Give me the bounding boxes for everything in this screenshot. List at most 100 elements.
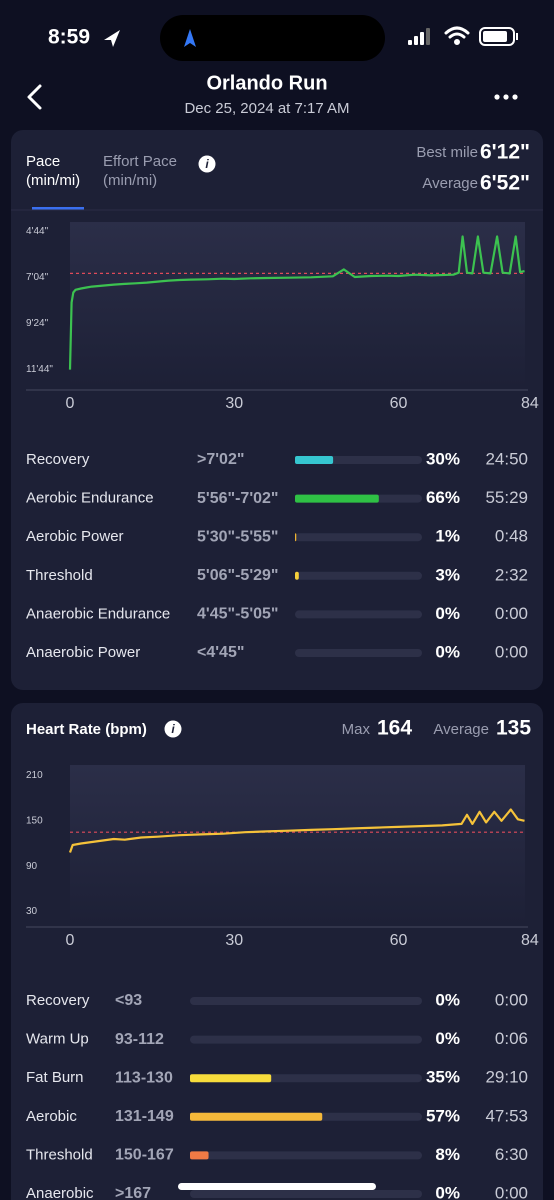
zone-name: Threshold bbox=[26, 567, 93, 584]
svg-text:i: i bbox=[171, 722, 175, 736]
zone-time: 0:48 bbox=[495, 527, 528, 546]
y-tick-label: 90 bbox=[26, 861, 38, 872]
plot-area bbox=[70, 222, 525, 388]
x-tick-label: 60 bbox=[390, 932, 408, 949]
zone-range: 5'30"-5'55" bbox=[197, 528, 279, 545]
stat-label: Max bbox=[342, 721, 371, 738]
zone-percent: 3% bbox=[435, 565, 460, 584]
zone-time: 0:06 bbox=[495, 1029, 528, 1048]
zone-bar bbox=[190, 1151, 209, 1160]
dynamic-content: 4'44" 7'04" 9'24" 11'44" 0 30 60 84 Recovery >7'0… bbox=[26, 222, 539, 1200]
zone-track bbox=[190, 1035, 422, 1044]
x-tick-label: 84 bbox=[521, 932, 539, 949]
status-time: 8:59 bbox=[48, 26, 90, 49]
location-icon bbox=[104, 30, 120, 47]
zone-name: Aerobic Power bbox=[26, 528, 124, 545]
y-tick-label: 7'04" bbox=[26, 272, 49, 283]
zone-bar bbox=[295, 456, 334, 464]
zone-bar bbox=[295, 533, 297, 542]
x-tick-label: 84 bbox=[521, 395, 539, 412]
zone-track bbox=[190, 1151, 422, 1160]
zone-name: Aerobic Endurance bbox=[26, 490, 154, 507]
stat-value: 135 bbox=[496, 717, 531, 740]
x-tick-label: 0 bbox=[66, 932, 75, 949]
more-button[interactable] bbox=[494, 94, 518, 100]
zone-time: 0:00 bbox=[495, 1183, 528, 1200]
zone-track bbox=[295, 533, 422, 542]
zone-time: 0:00 bbox=[495, 642, 528, 661]
title: Orlando Run bbox=[206, 72, 327, 94]
stat-value: 6'12" bbox=[480, 141, 530, 164]
zone-range: 113-130 bbox=[115, 1069, 173, 1086]
zone-time: 47:53 bbox=[485, 1106, 528, 1125]
zone-bar bbox=[190, 1112, 323, 1121]
zone-percent: 66% bbox=[426, 488, 460, 507]
zone-range: 4'45"-5'05" bbox=[197, 606, 279, 623]
battery-icon bbox=[479, 27, 518, 46]
svg-text:i: i bbox=[205, 157, 209, 171]
info-icon[interactable]: i bbox=[164, 720, 182, 738]
zone-range: 5'06"-5'29" bbox=[197, 567, 279, 584]
zone-name: Warm Up bbox=[26, 1031, 89, 1048]
zone-percent: 0% bbox=[435, 990, 460, 1009]
tab-label[interactable]: Pace bbox=[26, 153, 60, 170]
subtitle: Dec 25, 2024 at 7:17 AM bbox=[184, 100, 349, 117]
zone-percent: 35% bbox=[426, 1068, 460, 1087]
zone-name: Recovery bbox=[26, 451, 90, 468]
zone-name: Fat Burn bbox=[26, 1069, 84, 1086]
zone-name: Aerobic bbox=[26, 1108, 77, 1125]
zone-range: 5'56"-7'02" bbox=[197, 490, 279, 507]
nav-icon bbox=[184, 29, 196, 47]
zone-name: Anaerobic Endurance bbox=[26, 605, 170, 622]
tab-unit: (min/mi) bbox=[103, 172, 157, 189]
zone-percent: 0% bbox=[435, 604, 460, 623]
zone-track bbox=[295, 649, 422, 657]
x-tick-label: 30 bbox=[225, 395, 243, 412]
home-indicator bbox=[178, 1183, 376, 1190]
zone-time: 6:30 bbox=[495, 1145, 528, 1164]
y-tick-label: 9'24" bbox=[26, 318, 49, 329]
x-tick-label: 60 bbox=[390, 395, 408, 412]
back-button[interactable] bbox=[27, 84, 42, 110]
x-tick-label: 0 bbox=[66, 395, 75, 412]
stat-value: 164 bbox=[377, 717, 412, 740]
zone-percent: 30% bbox=[426, 449, 460, 468]
zone-percent: 0% bbox=[435, 1183, 460, 1200]
stat-value: 6'52" bbox=[480, 172, 530, 195]
zone-range: >7'02" bbox=[197, 451, 244, 468]
zone-range: <4'45" bbox=[197, 644, 244, 661]
zone-name: Threshold bbox=[26, 1146, 93, 1163]
zone-name: Anaerobic Power bbox=[26, 644, 140, 661]
zone-percent: 0% bbox=[435, 642, 460, 661]
zone-time: 29:10 bbox=[485, 1068, 528, 1087]
zone-range: >167 bbox=[115, 1185, 151, 1200]
zone-time: 24:50 bbox=[485, 449, 528, 468]
tab-label[interactable]: Effort Pace bbox=[103, 153, 177, 170]
y-tick-label: 4'44" bbox=[26, 226, 49, 237]
zone-time: 55:29 bbox=[485, 488, 528, 507]
zone-percent: 57% bbox=[426, 1106, 460, 1125]
data-line bbox=[68, 808, 525, 853]
zone-name: Recovery bbox=[26, 992, 90, 1009]
info-icon[interactable]: i bbox=[198, 155, 216, 173]
tab-unit: (min/mi) bbox=[26, 172, 80, 189]
zone-time: 2:32 bbox=[495, 565, 528, 584]
data-line bbox=[68, 235, 525, 370]
y-tick-label: 11'44" bbox=[26, 364, 53, 375]
zone-name: Anaerobic bbox=[26, 1185, 94, 1200]
wifi-icon bbox=[444, 26, 470, 45]
zone-bar bbox=[295, 571, 299, 580]
card-title: Heart Rate (bpm) bbox=[26, 721, 147, 738]
stat-label: Best mile bbox=[416, 144, 478, 161]
zone-range: 150-167 bbox=[115, 1147, 174, 1164]
plot-area bbox=[70, 765, 525, 925]
zone-track bbox=[295, 571, 422, 580]
zone-range: <93 bbox=[115, 992, 142, 1009]
dynamic-island bbox=[160, 15, 385, 61]
x-tick-label: 30 bbox=[225, 932, 243, 949]
stat-label: Average bbox=[422, 175, 478, 192]
zone-percent: 1% bbox=[435, 527, 460, 546]
zone-range: 93-112 bbox=[115, 1031, 164, 1048]
zone-time: 0:00 bbox=[495, 604, 528, 623]
